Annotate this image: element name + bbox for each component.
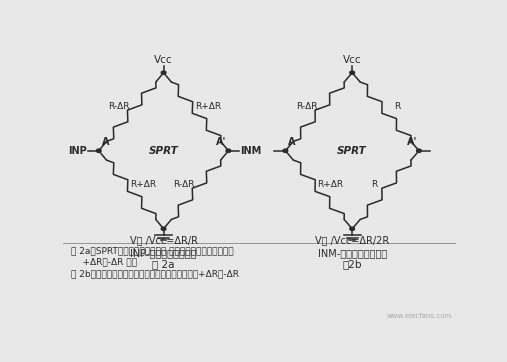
Circle shape	[350, 227, 354, 231]
Circle shape	[161, 71, 166, 74]
Text: R+ΔR: R+ΔR	[195, 102, 221, 111]
Text: R: R	[394, 102, 401, 111]
Text: Vcc: Vcc	[343, 55, 361, 65]
Text: A': A'	[407, 138, 417, 147]
Text: Vcc: Vcc	[154, 55, 173, 65]
Circle shape	[96, 149, 101, 152]
Text: 图2b: 图2b	[342, 260, 362, 269]
Text: SPRT: SPRT	[149, 146, 178, 156]
Text: R+ΔR: R+ΔR	[317, 180, 344, 189]
Text: 图 2a: 图 2a	[152, 260, 175, 269]
Text: R-ΔR: R-ΔR	[173, 180, 195, 189]
Text: SPRT: SPRT	[337, 146, 367, 156]
Text: +ΔR、-ΔR 响应: +ΔR、-ΔR 响应	[71, 258, 137, 267]
Text: 图 2b半敏感电桥只有二个桥董对压力变化有误差的+ΔR、-ΔR: 图 2b半敏感电桥只有二个桥董对压力变化有误差的+ΔR、-ΔR	[71, 269, 239, 278]
Circle shape	[417, 149, 421, 152]
Text: R+ΔR: R+ΔR	[130, 180, 156, 189]
Circle shape	[161, 227, 166, 231]
Text: A: A	[288, 138, 296, 147]
Text: V出 /Vcc=ΔR/R: V出 /Vcc=ΔR/R	[130, 235, 198, 245]
Text: V出 /Vcc=ΔR/2R: V出 /Vcc=ΔR/2R	[315, 235, 389, 245]
Text: A: A	[101, 138, 109, 147]
Text: R-ΔR: R-ΔR	[296, 102, 318, 111]
Text: INP-传感器正信号输出: INP-传感器正信号输出	[130, 248, 197, 258]
Text: R-ΔR: R-ΔR	[108, 102, 130, 111]
Text: 图 2a用SPRT组成的敏感电桥的四 个桥董对于压力变化有误差: 图 2a用SPRT组成的敏感电桥的四 个桥董对于压力变化有误差	[71, 247, 234, 256]
Text: R: R	[371, 180, 377, 189]
Circle shape	[350, 71, 354, 74]
Text: INP: INP	[68, 146, 87, 156]
Text: INM: INM	[240, 146, 262, 156]
Circle shape	[283, 149, 288, 152]
Text: A': A'	[216, 138, 227, 147]
Text: INM-传感器正信号输出: INM-传感器正信号输出	[317, 248, 387, 258]
Circle shape	[226, 149, 231, 152]
Text: www.elecfans.com: www.elecfans.com	[387, 313, 452, 319]
